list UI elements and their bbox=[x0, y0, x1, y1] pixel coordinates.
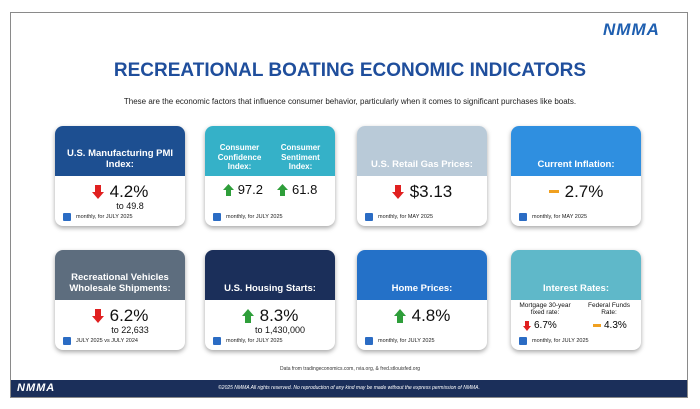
title: RECREATIONAL BOATING ECONOMIC INDICATORS bbox=[113, 60, 587, 81]
card: U.S. Housing Starts: 8.3% to 1,430,000 m… bbox=[205, 250, 335, 350]
dash bbox=[548, 190, 559, 193]
card: Interest Rates: Mortgage 30-year fixed r… bbox=[511, 250, 641, 350]
period-text: monthly, for JULY 2025 bbox=[76, 214, 133, 220]
value: 6.7% bbox=[534, 320, 557, 331]
period-text: monthly, for JULY 2025 bbox=[226, 214, 283, 220]
item: 6.7% bbox=[523, 320, 557, 331]
card-title: Interest Rates: bbox=[511, 250, 641, 300]
item-label: Mortgage 30-year fixed rate: bbox=[519, 302, 571, 316]
calendar-icon bbox=[213, 337, 221, 345]
period-text: monthly, for JULY 2025 bbox=[226, 338, 283, 344]
card: Consumer Confidence Index: Consumer Sent… bbox=[205, 126, 335, 226]
card-title: U.S. Housing Starts: bbox=[205, 250, 335, 300]
card: Current Inflation: 2.7% monthly, for MAY… bbox=[511, 126, 641, 226]
value-row: 2.7% bbox=[511, 182, 641, 202]
footer-logo: NMMA bbox=[17, 382, 56, 394]
down-arrow bbox=[523, 320, 531, 331]
calendar-icon bbox=[519, 213, 527, 221]
period-text: monthly, for MAY 2025 bbox=[378, 214, 434, 220]
frame bbox=[10, 12, 688, 398]
value-row: 6.2% bbox=[55, 306, 185, 326]
value-row: 4.2% bbox=[55, 182, 185, 202]
period-text: monthly, for MAY 2025 bbox=[532, 214, 588, 220]
value: 2.7% bbox=[564, 182, 604, 201]
footer-bar: NMMA ©2025 NMMA All rights reserved. No … bbox=[11, 380, 687, 397]
dash bbox=[593, 324, 601, 327]
value: $3.13 bbox=[409, 182, 453, 201]
card-header: Consumer Confidence Index: Consumer Sent… bbox=[205, 126, 335, 176]
detail: to 1,430,000 bbox=[254, 325, 306, 335]
card-title: U.S. Retail Gas Prices: bbox=[357, 126, 487, 176]
period: monthly, for JULY 2025 bbox=[213, 213, 283, 221]
value-row: 4.8% bbox=[357, 306, 487, 326]
up-arrow bbox=[393, 309, 406, 323]
card: Recreational Vehicles Wholesale Shipment… bbox=[55, 250, 185, 350]
down-arrow bbox=[91, 185, 104, 199]
calendar-icon bbox=[365, 337, 373, 345]
card-title: Recreational Vehicles Wholesale Shipment… bbox=[55, 250, 185, 300]
subtitle: These are the economic factors that infl… bbox=[123, 97, 577, 106]
sources: Data from tradingeconomics.com, rvia.org… bbox=[279, 366, 421, 372]
period: JULY 2025 vs JULY 2024 bbox=[63, 337, 138, 345]
item-label: Federal Funds Rate: bbox=[588, 302, 630, 316]
up-arrow bbox=[222, 183, 234, 196]
card: U.S. Retail Gas Prices: $3.13 monthly, f… bbox=[357, 126, 487, 226]
detail: to 22,633 bbox=[111, 325, 149, 335]
calendar-icon bbox=[63, 337, 71, 345]
card-title: Consumer Sentiment Index: bbox=[280, 143, 321, 171]
item: 97.2 bbox=[222, 182, 263, 197]
period: monthly, for MAY 2025 bbox=[365, 213, 433, 221]
card-title: Home Prices: bbox=[357, 250, 487, 300]
period: monthly, for JULY 2025 bbox=[519, 337, 589, 345]
value: 4.2% bbox=[109, 182, 149, 201]
value: 4.3% bbox=[604, 320, 627, 331]
detail: to 49.8 bbox=[116, 201, 144, 211]
value: 61.8 bbox=[292, 182, 318, 197]
value-row: 8.3% bbox=[205, 306, 335, 326]
card: Home Prices: 4.8% monthly, for JULY 2025 bbox=[357, 250, 487, 350]
period-text: monthly, for JULY 2025 bbox=[532, 338, 589, 344]
calendar-icon bbox=[63, 213, 71, 221]
period: monthly, for JULY 2025 bbox=[365, 337, 435, 345]
up-arrow bbox=[277, 183, 288, 196]
card-title: U.S. Manufacturing PMI Index: bbox=[55, 126, 185, 176]
up-arrow bbox=[241, 309, 254, 323]
value: 8.3% bbox=[259, 306, 299, 325]
item: 61.8 bbox=[277, 182, 317, 197]
card-title: Current Inflation: bbox=[511, 126, 641, 176]
card: U.S. Manufacturing PMI Index: 4.2% to 49… bbox=[55, 126, 185, 226]
value: 6.2% bbox=[109, 306, 149, 325]
value-row: 97.2 61.8 bbox=[205, 182, 335, 197]
value: 97.2 bbox=[237, 182, 263, 197]
value: 4.8% bbox=[411, 306, 451, 325]
calendar-icon bbox=[213, 213, 221, 221]
period-text: JULY 2025 vs JULY 2024 bbox=[76, 338, 138, 344]
value-row: $3.13 bbox=[357, 182, 487, 202]
down-arrow bbox=[91, 309, 104, 323]
period: monthly, for JULY 2025 bbox=[213, 337, 283, 345]
period: monthly, for MAY 2025 bbox=[519, 213, 587, 221]
calendar-icon bbox=[519, 337, 527, 345]
period-text: monthly, for JULY 2025 bbox=[378, 338, 435, 344]
period: monthly, for JULY 2025 bbox=[63, 213, 133, 221]
copyright: ©2025 NMMA All rights reserved. No repro… bbox=[218, 385, 480, 391]
calendar-icon bbox=[365, 213, 373, 221]
logo: NMMA bbox=[603, 20, 660, 39]
card-title: Consumer Confidence Index: bbox=[217, 143, 262, 171]
item: 4.3% bbox=[593, 320, 627, 331]
down-arrow bbox=[391, 185, 404, 199]
